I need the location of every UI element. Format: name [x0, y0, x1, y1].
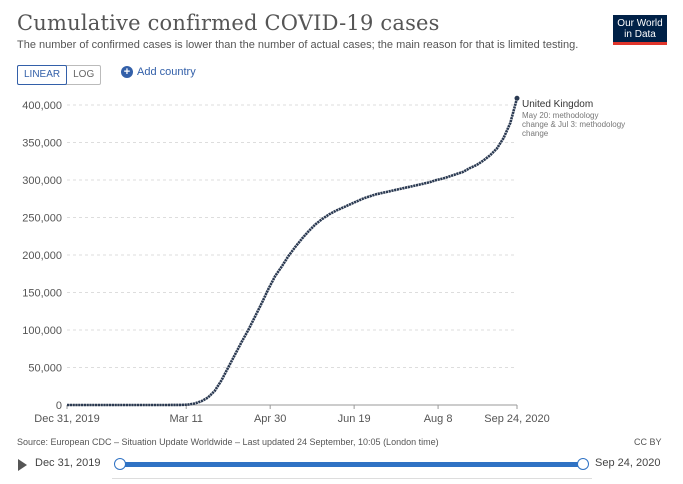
owid-logo[interactable]: Our World in Data — [613, 15, 667, 45]
source-note[interactable]: Source: European CDC – Situation Update … — [17, 437, 439, 447]
timeline-end-handle[interactable] — [577, 458, 589, 470]
y-tick-label: 100,000 — [22, 325, 62, 337]
add-country-label: Add country — [137, 66, 196, 78]
series-annotation: change — [522, 129, 549, 138]
x-tick-label: Apr 30 — [254, 413, 286, 425]
logo-line-2: in Data — [624, 29, 656, 40]
logo-line-1: Our World — [617, 18, 663, 29]
y-tick-label: 250,000 — [22, 213, 62, 225]
x-tick-label: Aug 8 — [424, 413, 453, 425]
log-scale-button[interactable]: LOG — [73, 69, 95, 80]
x-tick-label: Sep 24, 2020 — [484, 413, 549, 425]
y-tick-label: 150,000 — [22, 288, 62, 300]
add-country-button[interactable]: + Add country — [121, 66, 196, 78]
series-annotation: change & Jul 3: methodology — [522, 120, 625, 129]
series-end-point — [514, 95, 520, 101]
play-icon[interactable] — [18, 459, 27, 471]
y-tick-label: 50,000 — [28, 363, 62, 375]
linear-scale-button[interactable]: LINEAR — [17, 65, 68, 85]
chart-title: Cumulative confirmed COVID-19 cases — [17, 11, 440, 35]
series-label: United Kingdom — [522, 99, 593, 110]
timeline-start-handle[interactable] — [114, 458, 126, 470]
scale-toggle: LINEAR LOG — [17, 65, 102, 85]
plus-circle-icon: + — [121, 66, 133, 78]
x-tick-label: Mar 11 — [170, 413, 203, 425]
y-tick-label: 200,000 — [22, 250, 62, 262]
license-label[interactable]: CC BY — [634, 437, 662, 447]
y-tick-label: 0 — [56, 400, 62, 412]
chart-subtitle: The number of confirmed cases is lower t… — [17, 39, 579, 51]
timeline: Dec 31, 2019 Sep 24, 2020 — [0, 454, 683, 476]
series-annotation: May 20: methodology — [522, 111, 599, 120]
y-tick-label: 350,000 — [22, 138, 62, 150]
x-tick-label: Dec 31, 2019 — [34, 413, 99, 425]
x-tick-label: Jun 19 — [338, 413, 371, 425]
timeline-end-label: Sep 24, 2020 — [595, 457, 661, 469]
bottom-divider — [112, 478, 592, 479]
y-tick-label: 300,000 — [22, 175, 62, 187]
timeline-track[interactable] — [120, 462, 583, 467]
y-tick-label: 400,000 — [22, 100, 62, 112]
series-line — [67, 97, 519, 407]
timeline-start-label: Dec 31, 2019 — [35, 457, 101, 469]
